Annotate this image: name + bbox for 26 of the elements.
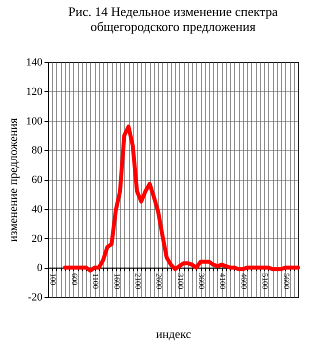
y-tick-label: 140 xyxy=(26,56,43,68)
text: Рис. 14 Недельное изменение спектра xyxy=(68,4,278,19)
y-tick-label: 0 xyxy=(37,262,43,274)
y-tick-label: 80 xyxy=(32,144,43,157)
x-tick-label: 600 xyxy=(70,273,79,286)
text: общегородского предложения xyxy=(90,19,256,34)
y-axis-title: изменение предложения xyxy=(6,118,20,242)
y-tick-label: -20 xyxy=(28,292,43,304)
y-tick-label: 20 xyxy=(32,232,43,245)
y-tick-label: 120 xyxy=(26,86,43,98)
x-tick-label: 1100 xyxy=(91,273,100,289)
x-tick-label: 3600 xyxy=(197,273,206,290)
y-tick-label: 40 xyxy=(32,203,43,216)
line-series xyxy=(62,124,300,273)
x-tick-label: 1600 xyxy=(112,273,122,290)
x-tick-label: 100 xyxy=(48,273,58,286)
y-tick-label: 100 xyxy=(26,115,43,128)
x-tick-label: 5100 xyxy=(260,273,270,290)
x-tick-label: 5600 xyxy=(282,273,291,290)
x-tick-label: 3100 xyxy=(176,273,185,290)
x-tick-label: 4600 xyxy=(239,273,248,290)
x-tick-label: 4100 xyxy=(218,273,228,290)
x-axis-title: индекс xyxy=(156,327,192,342)
x-tick-label: 2100 xyxy=(133,273,142,290)
x-tick-label: 2600 xyxy=(154,273,164,290)
y-tick-label: 60 xyxy=(32,174,43,186)
